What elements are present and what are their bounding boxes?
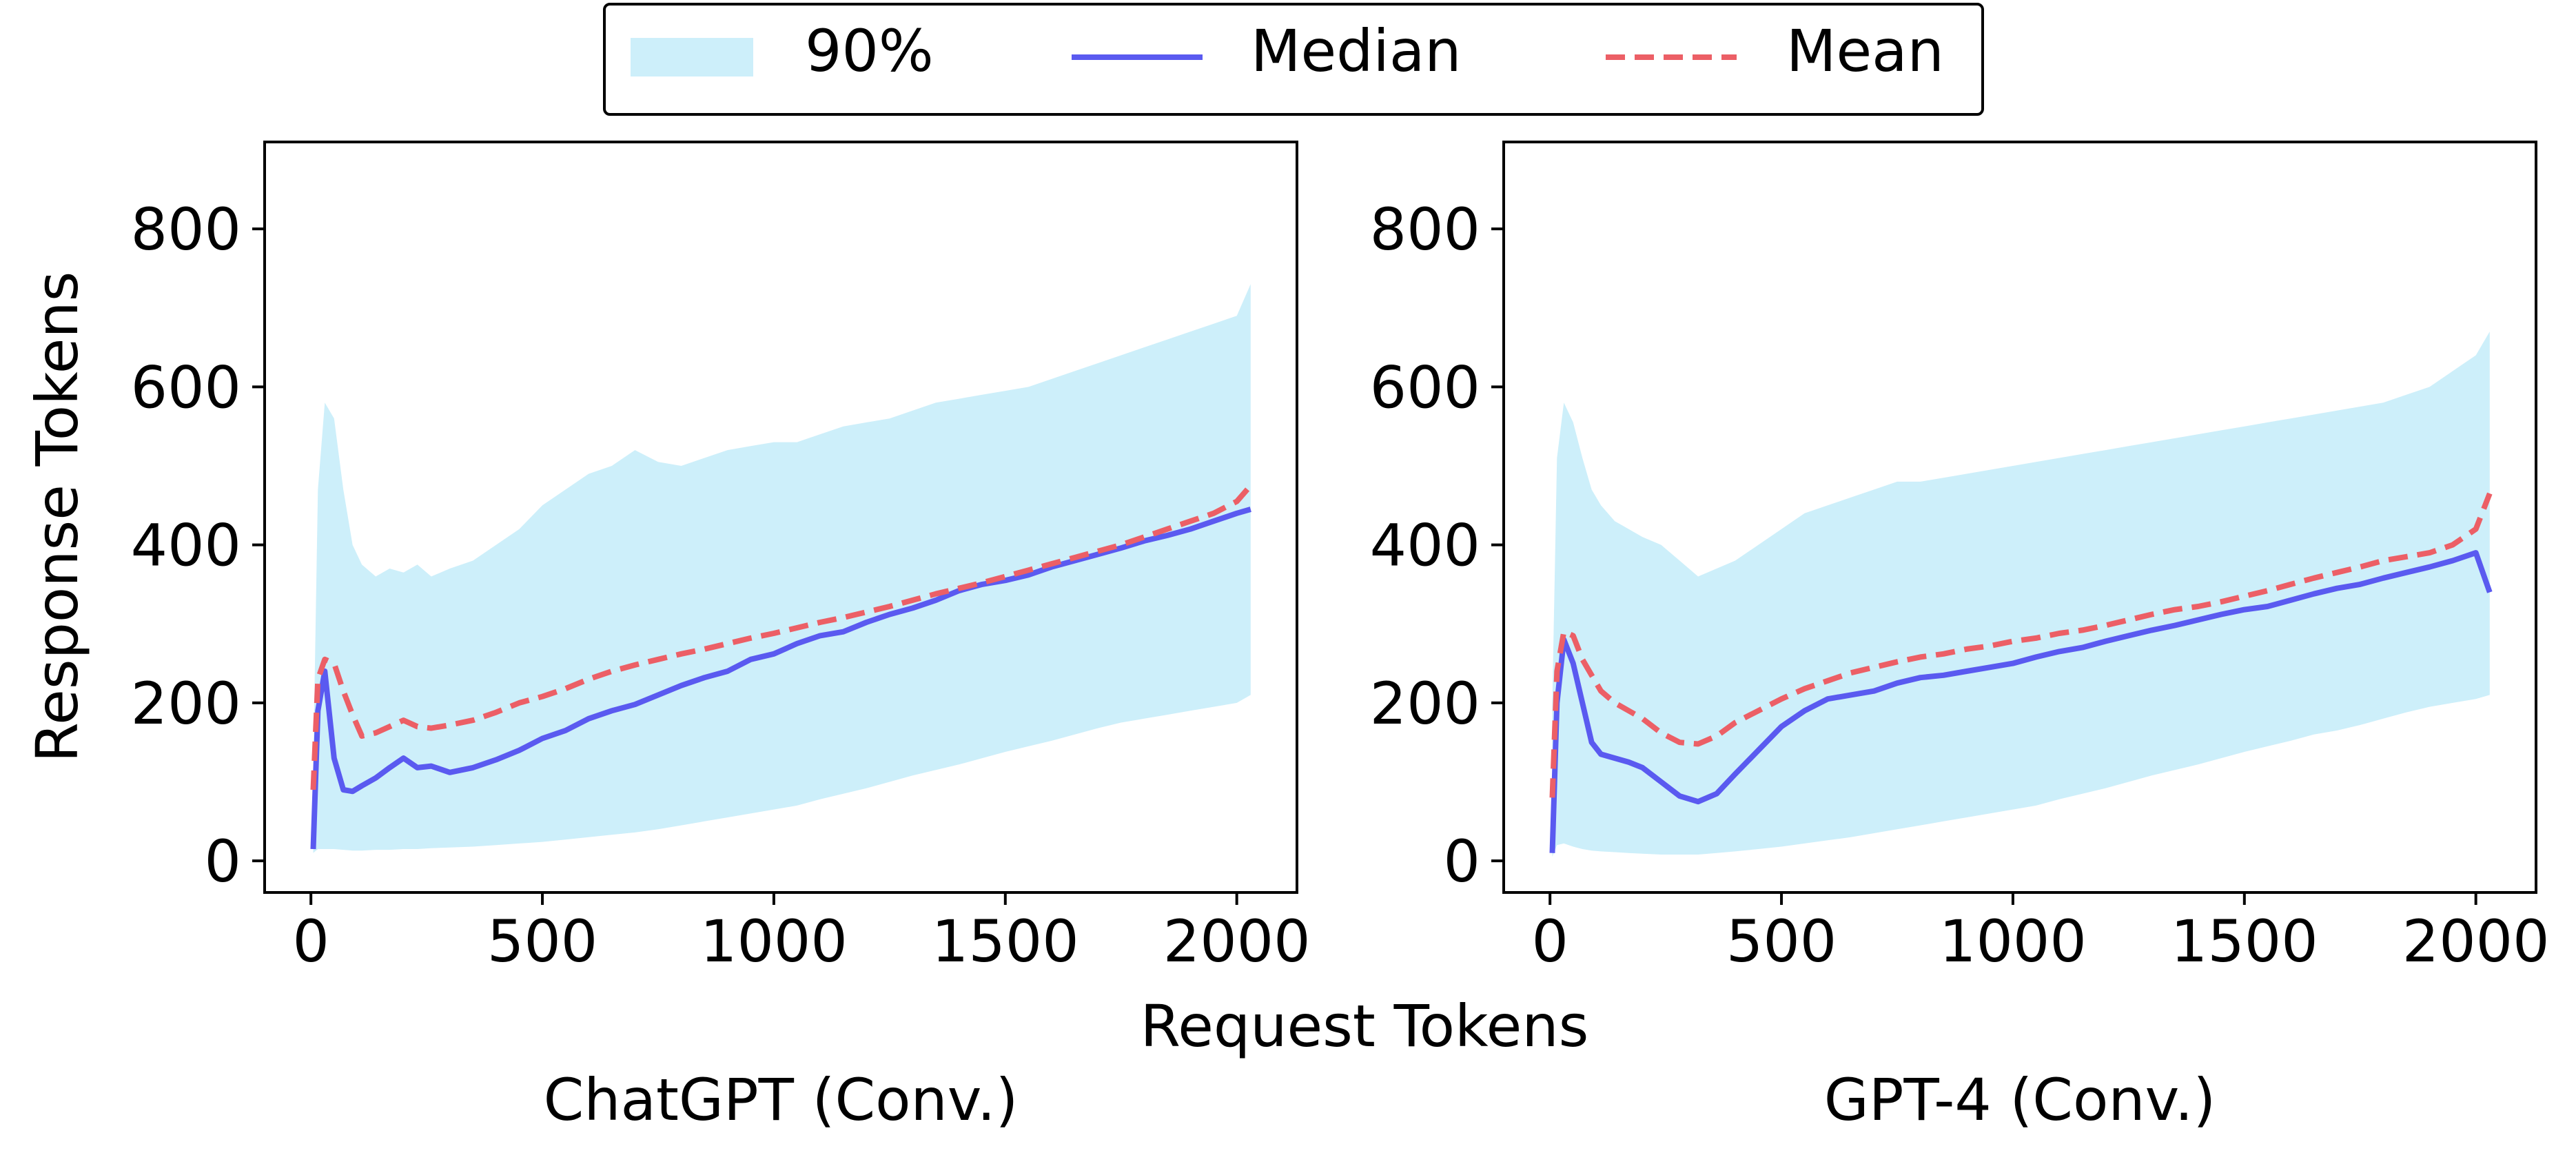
y-axis-label: Response Tokens: [23, 272, 91, 763]
right-xtick-label: 1500: [2171, 908, 2318, 975]
legend-band-label: 90%: [805, 17, 934, 85]
left-ytick-label: 800: [131, 196, 241, 263]
left-ticks: 0 500 1000 1500 2000 0 200 400 600 800: [131, 196, 1311, 975]
right-ytick-label: 400: [1370, 512, 1480, 580]
legend-median-label: Median: [1251, 17, 1462, 85]
right-xtick-label: 2000: [2402, 908, 2550, 975]
right-ytick-label: 200: [1370, 670, 1480, 737]
right-ytick-label: 800: [1370, 196, 1480, 263]
right-median-line: [1549, 550, 2493, 853]
left-xtick-label: 2000: [1163, 908, 1311, 975]
right-axes-frame: [1502, 141, 2537, 894]
left-xtick-label: 1500: [932, 908, 1079, 975]
right-ticks: 0 500 1000 1500 2000 0 200 400 600 800: [1370, 196, 2550, 975]
right-ytick-label: 0: [1444, 828, 1480, 895]
right-mean-line: [1549, 492, 2493, 798]
legend-frame: [603, 3, 1984, 116]
left-xtick-label: 1000: [700, 908, 848, 975]
legend-band-swatch: [631, 38, 753, 76]
right-ytick-label: 600: [1370, 354, 1480, 421]
left-ytick-label: 600: [131, 354, 241, 421]
right-plot-area: [1549, 331, 2493, 857]
left-mean-line: [310, 483, 1253, 790]
legend: 90% Median Mean: [603, 3, 1984, 116]
left-ytick-label: 0: [205, 828, 241, 895]
x-axis-label: Request Tokens: [1141, 992, 1589, 1060]
left-median-line: [310, 507, 1251, 850]
right-band-90: [1552, 331, 2490, 857]
left-chart-title: ChatGPT (Conv.): [544, 1066, 1019, 1134]
left-ytick-label: 200: [131, 670, 241, 737]
right-chart-title: GPT-4 (Conv.): [1824, 1066, 2216, 1134]
left-xtick-label: 500: [487, 908, 597, 975]
panel-left: 0 500 1000 1500 2000 0 200 400 600 800 ChatGPT (C…: [131, 141, 1311, 1134]
right-xtick-label: 500: [1726, 908, 1837, 975]
right-xtick-label: 0: [1531, 908, 1568, 975]
left-ytick-label: 400: [131, 512, 241, 580]
left-band-90: [313, 284, 1251, 853]
left-xtick-label: 0: [292, 908, 329, 975]
legend-mean-label: Mean: [1786, 17, 1944, 85]
left-axes-frame: [263, 141, 1298, 894]
left-plot-area: [310, 284, 1253, 853]
panel-right: 0 500 1000 1500 2000 0 200 400 600 800 GPT-4 (Con…: [1370, 141, 2550, 1134]
right-xtick-label: 1000: [1939, 908, 2087, 975]
